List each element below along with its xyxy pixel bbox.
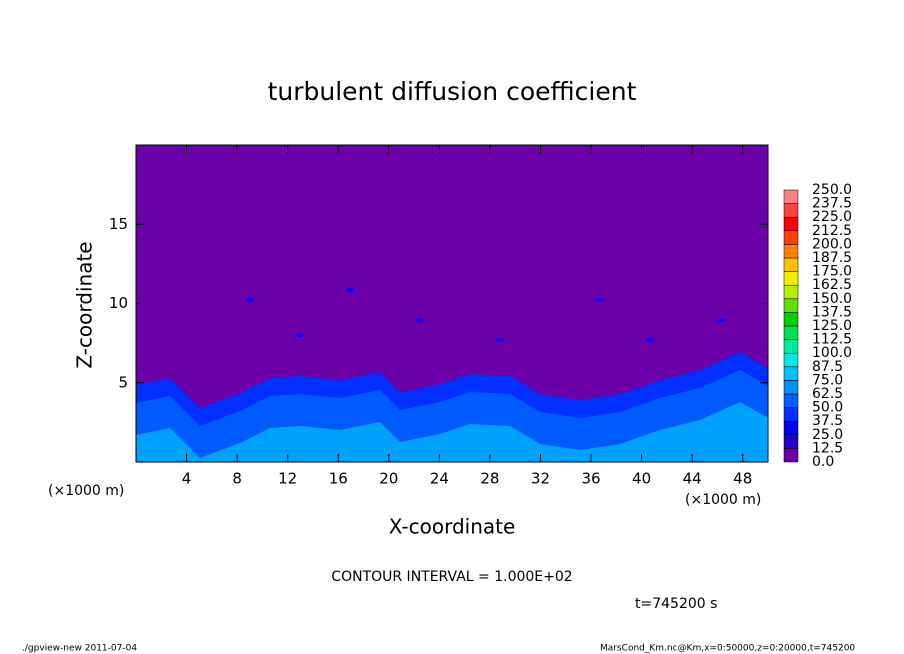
colorbar-label: 112.5	[812, 332, 852, 348]
eddy	[296, 333, 304, 337]
colorbar-label: 75.0	[812, 372, 843, 388]
footer-left: ./gpview-new 2011-07-04	[22, 644, 137, 654]
colorbar-cell	[783, 189, 799, 204]
x-tick-label: 48	[733, 470, 752, 488]
x-tick-label: 8	[232, 470, 242, 488]
x-tick-label: 24	[430, 470, 449, 488]
colorbar-label: 12.5	[812, 440, 843, 456]
colorbar-label: 50.0	[812, 400, 843, 416]
x-axis-label: X-coordinate	[389, 515, 516, 539]
y-tick-label: 5	[118, 373, 128, 391]
eddy	[346, 288, 354, 292]
x-tick-label: 32	[531, 470, 550, 488]
colorbar-cell	[783, 203, 799, 218]
colorbar-cell	[783, 312, 799, 327]
colorbar-cell	[783, 325, 799, 340]
colorbar-label: 162.5	[812, 277, 852, 293]
colorbar-label: 100.0	[812, 345, 852, 361]
eddy	[416, 318, 424, 322]
colorbar-cell	[783, 407, 799, 422]
y-unit: (×1000 m)	[48, 483, 124, 499]
colorbar-label: 25.0	[812, 427, 843, 443]
y-tick-label: 10	[109, 294, 128, 312]
colorbar-label: 187.5	[812, 250, 852, 266]
eddy	[496, 338, 504, 342]
y-tick-label: 15	[109, 215, 128, 233]
colorbar-label: 237.5	[812, 196, 852, 212]
time-label: t=745200 s	[635, 596, 717, 612]
x-tick-label: 4	[182, 470, 192, 488]
colorbar-cell	[783, 434, 799, 449]
colorbar-cell	[783, 271, 799, 286]
eddy	[596, 298, 604, 302]
x-tick-label: 28	[480, 470, 499, 488]
footer-right: MarsCond_Km.nc@Km,x=0:50000,z=0:20000,t=…	[600, 644, 855, 654]
colorbar-label: 200.0	[812, 236, 852, 252]
x-unit: (×1000 m)	[685, 492, 761, 508]
colorbar-cell	[783, 230, 799, 245]
colorbar-cell	[783, 448, 799, 463]
eddy	[246, 298, 254, 302]
colorbar-cell	[783, 244, 799, 259]
colorbar-label: 37.5	[812, 413, 843, 429]
colorbar-label: 125.0	[812, 318, 852, 334]
x-tick-label: 36	[581, 470, 600, 488]
colorbar-label: 175.0	[812, 264, 852, 280]
colorbar-label: 150.0	[812, 291, 852, 307]
chart-title: turbulent diffusion coefficient	[268, 77, 637, 106]
colorbar-label: 0.0	[812, 454, 834, 470]
colorbar-label: 62.5	[812, 386, 843, 402]
colorbar-label: 250.0	[812, 182, 852, 198]
colorbar-cell	[783, 352, 799, 368]
x-tick-label: 20	[379, 470, 398, 488]
colorbar-cell	[783, 257, 799, 272]
colorbar-label: 212.5	[812, 223, 852, 239]
colorbar-cell	[783, 393, 799, 408]
colorbar-cell	[783, 216, 799, 232]
eddy	[646, 338, 654, 342]
colorbar-cell	[783, 298, 799, 313]
colorbar-label: 87.5	[812, 359, 843, 375]
colorbar-cell	[783, 339, 799, 354]
y-axis-label: Z-coordinate	[73, 241, 97, 368]
colorbar-cell	[783, 366, 799, 381]
contour-interval: CONTOUR INTERVAL = 1.000E+02	[331, 569, 572, 585]
x-tick-label: 12	[278, 470, 297, 488]
colorbar-label: 137.5	[812, 304, 852, 320]
x-tick-label: 40	[632, 470, 651, 488]
colorbar-cell	[783, 380, 799, 395]
x-tick-label: 44	[683, 470, 702, 488]
colorbar-label: 225.0	[812, 209, 852, 225]
colorbar-cell	[783, 420, 799, 436]
boundary-layer-core	[136, 402, 768, 462]
x-tick-label: 16	[329, 470, 348, 488]
eddy	[716, 318, 724, 322]
colorbar-cell	[783, 284, 799, 300]
